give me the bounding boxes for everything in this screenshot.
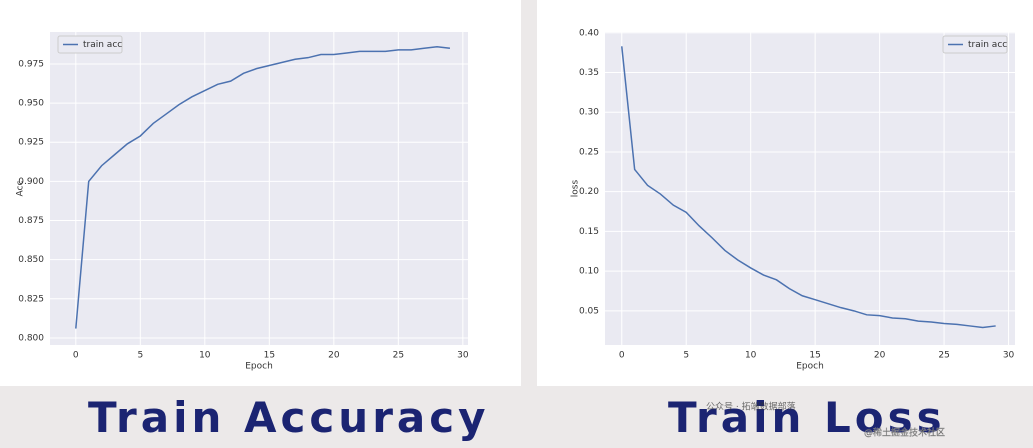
watermark: @稀土掘金技术社区 bbox=[864, 427, 945, 439]
y-tick-label: 0.40 bbox=[579, 28, 599, 38]
x-tick-label: 10 bbox=[745, 351, 757, 361]
y-tick-label: 0.950 bbox=[18, 99, 44, 109]
y-tick-label: 0.20 bbox=[579, 187, 599, 197]
y-tick-label: 0.975 bbox=[18, 59, 44, 69]
y-tick-label: 0.35 bbox=[579, 68, 599, 78]
x-tick-label: 15 bbox=[809, 351, 820, 361]
y-tick-label: 0.900 bbox=[18, 177, 44, 187]
y-tick-label: 0.825 bbox=[18, 294, 44, 304]
y-tick-label: 0.15 bbox=[579, 227, 599, 237]
y-tick-label: 0.30 bbox=[579, 108, 599, 118]
plot-area bbox=[50, 32, 468, 345]
x-tick-label: 20 bbox=[328, 351, 340, 361]
x-tick-label: 20 bbox=[874, 351, 886, 361]
y-tick-label: 0.850 bbox=[18, 255, 44, 265]
y-tick-label: 0.05 bbox=[579, 306, 599, 316]
y-tick-label: 0.10 bbox=[579, 267, 599, 277]
data-line bbox=[621, 46, 996, 329]
x-axis-label: Epoch bbox=[245, 362, 273, 372]
legend-label: train acc bbox=[83, 40, 122, 50]
x-tick-label: 25 bbox=[938, 351, 949, 361]
x-tick-label: 5 bbox=[683, 351, 689, 361]
y-tick-label: 0.925 bbox=[18, 138, 44, 148]
legend-box bbox=[57, 35, 123, 54]
x-axis-label: Epoch bbox=[796, 362, 824, 372]
x-tick-label: 0 bbox=[619, 351, 625, 361]
y-tick-label: 0.25 bbox=[579, 147, 599, 157]
x-tick-label: 30 bbox=[457, 351, 469, 361]
watermark: 公众号 · 拓端数据部落 bbox=[706, 401, 796, 413]
legend-box bbox=[942, 35, 1008, 54]
y-axis-label: loss bbox=[571, 179, 581, 197]
y-axis-label: Acc bbox=[16, 181, 26, 197]
caption: Train Loss bbox=[668, 393, 946, 442]
legend-label: train acc bbox=[968, 40, 1007, 50]
x-tick-label: 15 bbox=[264, 351, 275, 361]
x-tick-label: 30 bbox=[1003, 351, 1015, 361]
y-tick-label: 0.800 bbox=[18, 333, 44, 343]
caption: Train Accuracy bbox=[88, 393, 490, 442]
y-tick-label: 0.875 bbox=[18, 216, 44, 226]
plot-area bbox=[605, 32, 1015, 345]
x-tick-label: 0 bbox=[73, 351, 79, 361]
data-line bbox=[75, 45, 451, 329]
x-tick-label: 10 bbox=[199, 351, 211, 361]
x-tick-label: 25 bbox=[393, 351, 404, 361]
x-tick-label: 5 bbox=[137, 351, 143, 361]
